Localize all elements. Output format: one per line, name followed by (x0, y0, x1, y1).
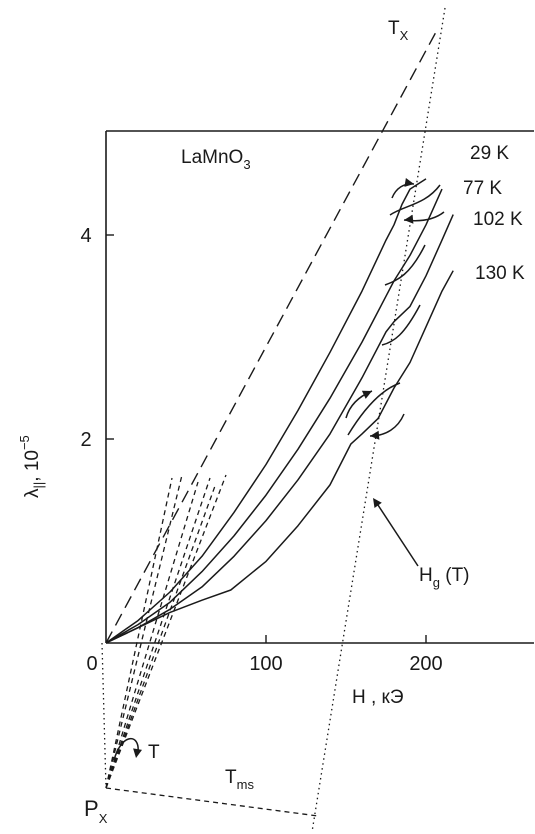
axis-ticks (106, 234, 427, 643)
hg-pointer-arrow-head (373, 498, 382, 508)
extrapolation-line-4 (105, 477, 211, 789)
construction-lines (101, 7, 446, 833)
y-axis-subscript: || (31, 482, 46, 489)
x-tick-labels: 0 100 200 (86, 653, 442, 675)
vertical-dotted-line (101, 642, 107, 789)
material-subscript: 3 (243, 157, 250, 172)
series-curve-2 (105, 188, 443, 644)
series-label-102k: 102 K (473, 209, 523, 230)
x-tick-label-100: 100 (249, 653, 282, 675)
series-curve-1 (105, 178, 427, 644)
t-rotation-arrow (113, 737, 142, 761)
tms-line (105, 787, 319, 817)
loop-arrow-130k-up-head (361, 390, 372, 399)
material-formula: LaMnO (181, 147, 243, 168)
y-tick-label-4: 4 (80, 225, 91, 247)
px-label: PX (84, 796, 108, 826)
material-label: LaMnO3 (181, 147, 251, 172)
y-axis-unit: , 10 (22, 450, 43, 482)
extrapolation-line-1 (105, 477, 173, 789)
tx-symbol: T (388, 18, 400, 39)
tms-symbol: T (225, 767, 237, 788)
extrapolation-line-6 (105, 474, 227, 789)
y-tick-labels: 2 4 (80, 225, 91, 451)
hysteresis-loop-1 (389, 184, 441, 216)
series-label-77k: 77 K (463, 178, 502, 199)
extrapolation-line-2 (105, 474, 183, 789)
tx-subscript: X (400, 28, 409, 43)
loop-arrow-130k-down-shaft (369, 413, 405, 437)
hysteresis-loop-3 (381, 304, 421, 346)
hg-transition-line (311, 7, 446, 833)
hg-argument: (T) (440, 565, 470, 586)
t-rotation-arrow-shaft (113, 737, 139, 761)
x-axis-label: H , кЭ (352, 687, 404, 708)
x-tick-label-200: 200 (409, 653, 442, 675)
loop-arrow-29k-down-head (404, 214, 414, 224)
hg-label: Hg (T) (419, 565, 470, 590)
series-labels: 29 K 77 K 102 K 130 K (463, 143, 525, 284)
loop-arrow-130k-down (369, 413, 405, 440)
tms-subscript: ms (237, 777, 255, 792)
hg-pointer-arrow-shaft (375, 501, 419, 567)
series-label-130k: 130 K (475, 263, 525, 284)
hg-symbol: H (419, 565, 433, 586)
loop-arrow-130k-up (345, 390, 373, 419)
t-label: T (148, 742, 160, 763)
plot-frame (105, 130, 534, 644)
px-subscript: X (99, 811, 108, 826)
series-curves (105, 178, 454, 644)
tx-asymptote-line (105, 31, 437, 644)
series-curve-4 (105, 270, 454, 644)
x-tick-label-0: 0 (86, 653, 97, 675)
tms-label: Tms (225, 767, 254, 792)
t-rotation-arrow-head (133, 748, 142, 758)
tx-label: TX (388, 18, 409, 43)
hysteresis-loop-4 (347, 382, 401, 436)
loop-arrow-29k-down (403, 211, 445, 224)
annotation-arrows (113, 178, 445, 761)
y-axis-label: λ||, 10−5 (17, 435, 46, 498)
loop-arrow-29k-up-shaft (391, 183, 415, 199)
loop-arrow-29k-up-head (404, 178, 414, 187)
hysteresis-loop-2 (384, 244, 426, 286)
y-axis-exponent: −5 (17, 435, 32, 450)
loop-arrow-29k-up (391, 178, 415, 199)
series-label-29k: 29 K (470, 143, 509, 164)
loop-arrow-130k-down-head (370, 430, 380, 440)
y-axis-symbol: λ (22, 488, 43, 498)
px-symbol: P (84, 796, 99, 821)
hg-subscript: g (433, 575, 440, 590)
series-curve-3 (105, 214, 454, 644)
y-tick-label-2: 2 (80, 429, 91, 451)
hg-pointer-arrow (373, 498, 419, 567)
